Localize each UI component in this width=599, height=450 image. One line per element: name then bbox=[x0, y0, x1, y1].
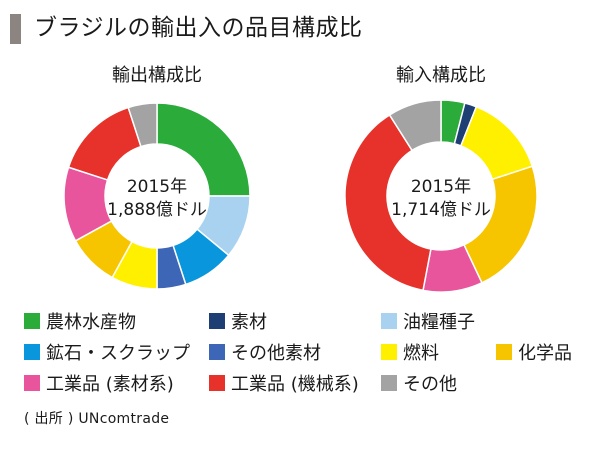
donut-charts: 輸出構成比 2015年 1,888億ドル 輸入構成比 2015年 1,714億ドル bbox=[63, 65, 538, 293]
legend-label: 鉱石・スクラップ bbox=[46, 343, 190, 364]
center-total-label: 1,714億ドル bbox=[391, 200, 491, 220]
chart-title: 輸入構成比 bbox=[396, 65, 486, 86]
legend-label: 化学品 bbox=[518, 343, 572, 364]
legend-item-oilseed: 油糧種子 bbox=[381, 307, 475, 335]
legend-item-agri: 農林水産物 bbox=[24, 307, 136, 335]
export-donut-chart: 輸出構成比 2015年 1,888億ドル bbox=[63, 65, 251, 290]
donut-slice bbox=[344, 113, 432, 292]
legend-label: 工業品 (素材系) bbox=[46, 374, 174, 395]
legend-item-otherraw: その他素材 bbox=[209, 338, 321, 366]
import-donut-chart: 輸入構成比 2015年 1,714億ドル bbox=[344, 65, 538, 293]
legend-swatch bbox=[24, 313, 40, 329]
legend-item-fuel: 燃料 bbox=[381, 338, 439, 366]
donut-slice bbox=[462, 165, 538, 284]
center-year-label: 2015年 bbox=[127, 177, 187, 197]
legend-swatch bbox=[209, 313, 225, 329]
legend-label: その他素材 bbox=[231, 343, 321, 364]
legend-swatch bbox=[209, 344, 225, 360]
donut-slice bbox=[156, 102, 251, 197]
donut-slice bbox=[459, 105, 534, 181]
center-year-label: 2015年 bbox=[411, 177, 471, 197]
source-note: ( 出所 ) UNcomtrade bbox=[24, 411, 170, 427]
legend-swatch bbox=[381, 344, 397, 360]
legend-item-chem: 化学品 bbox=[496, 338, 572, 366]
legend-item-indmach: 工業品 (機械系) bbox=[209, 369, 359, 397]
legend-label: 油糧種子 bbox=[403, 312, 475, 333]
legend-item-ore: 鉱石・スクラップ bbox=[24, 338, 190, 366]
donut-slice bbox=[127, 102, 158, 148]
legend-label: 素材 bbox=[231, 312, 267, 333]
donut-slice bbox=[388, 99, 442, 152]
legend-swatch bbox=[381, 313, 397, 329]
legend-swatch bbox=[24, 375, 40, 391]
legend-swatch bbox=[24, 344, 40, 360]
center-total-label: 1,888億ドル bbox=[107, 200, 207, 220]
page-title: ブラジルの輸出入の品目構成比 bbox=[34, 15, 363, 41]
legend-label: 工業品 (機械系) bbox=[231, 374, 359, 395]
legend-item-indmat: 工業品 (素材系) bbox=[24, 369, 174, 397]
title-accent-bar bbox=[10, 14, 21, 44]
legend-item-raw: 素材 bbox=[209, 307, 267, 335]
legend-label: 農林水産物 bbox=[46, 312, 136, 333]
legend-label: 燃料 bbox=[403, 343, 439, 364]
legend-swatch bbox=[496, 344, 512, 360]
legend-item-other: その他 bbox=[381, 369, 457, 397]
legend: 農林水産物 素材 油糧種子鉱石・スクラップ その他素材 燃料 化学品工業品 (素材系) 工業… bbox=[24, 307, 594, 407]
legend-swatch bbox=[209, 375, 225, 391]
legend-swatch bbox=[381, 375, 397, 391]
chart-title: 輸出構成比 bbox=[112, 65, 202, 86]
legend-label: その他 bbox=[403, 374, 457, 395]
donut-slice bbox=[67, 106, 142, 181]
